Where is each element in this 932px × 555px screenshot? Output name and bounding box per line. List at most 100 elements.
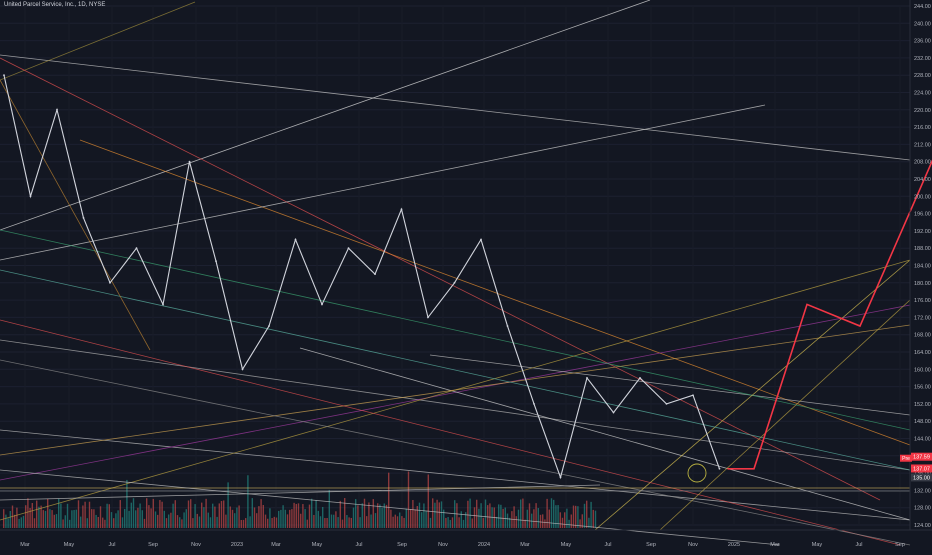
volume-bar — [544, 519, 545, 528]
volume-bar — [472, 518, 473, 528]
volume-bar — [293, 503, 294, 528]
volume-bar — [566, 509, 567, 528]
price-point — [666, 403, 668, 405]
volume-bar — [485, 500, 486, 528]
volume-bar — [84, 502, 85, 528]
price-point — [348, 247, 350, 249]
volume-bar — [135, 510, 136, 528]
volume-bar — [498, 504, 499, 528]
volume-bar — [128, 511, 129, 528]
price-point — [427, 317, 429, 319]
volume-bar — [344, 498, 345, 528]
price-point — [374, 273, 376, 275]
volume-bar — [166, 518, 167, 528]
price-point — [586, 377, 588, 379]
volume-bar — [197, 514, 198, 528]
volume-bar — [546, 499, 547, 528]
volume-bar — [467, 501, 468, 528]
time-tick-label: Jul — [355, 542, 362, 548]
volume-bar — [571, 515, 572, 528]
volume-bar — [43, 510, 44, 528]
volume-bar — [113, 518, 114, 528]
volume-bar — [432, 498, 433, 528]
volume-bar — [395, 515, 396, 528]
time-tick-label: Nov — [191, 542, 201, 548]
volume-bar — [331, 515, 332, 528]
volume-bar — [478, 509, 479, 528]
volume-bar — [60, 504, 61, 528]
volume-bar — [282, 505, 283, 528]
volume-bar — [238, 505, 239, 528]
volume-bar — [269, 508, 270, 528]
volume-bar — [362, 503, 363, 528]
volume-bar — [414, 509, 415, 528]
price-point — [30, 195, 32, 197]
volume-bar — [280, 510, 281, 528]
volume-bar — [133, 498, 134, 528]
volume-bar — [408, 472, 409, 528]
volume-bar — [36, 501, 37, 528]
time-tick-label: Sep — [397, 542, 407, 548]
price-tick-label: 216.00 — [914, 125, 931, 131]
volume-bar — [461, 511, 462, 528]
volume-bar — [170, 513, 171, 528]
volume-bar — [16, 508, 17, 528]
time-tick-label: Mar — [271, 542, 281, 548]
volume-bar — [401, 516, 402, 528]
time-tick-label: Mar — [20, 542, 30, 548]
level-price-label: 135.00 — [913, 475, 930, 481]
volume-bar — [496, 517, 497, 528]
volume-bar — [223, 500, 224, 528]
volume-bar — [177, 515, 178, 528]
volume-bar — [7, 518, 8, 528]
volume-bar — [584, 504, 585, 528]
volume-bar — [95, 515, 96, 528]
price-tick-label: 192.00 — [914, 229, 931, 235]
symbol-title: United Parcel Service, Inc., 1D, NYSE — [4, 2, 105, 8]
volume-bar — [489, 503, 490, 528]
price-tick-label: 160.00 — [914, 367, 931, 373]
volume-bar — [199, 516, 200, 528]
price-point — [533, 403, 535, 405]
volume-bar — [406, 509, 407, 528]
pre-price-label: 137.59 — [913, 455, 930, 461]
price-tick-label: 168.00 — [914, 333, 931, 339]
volume-bar — [274, 517, 275, 528]
volume-bar — [168, 514, 169, 528]
volume-bar — [586, 501, 587, 528]
volume-bar — [153, 499, 154, 528]
volume-bar — [296, 504, 297, 528]
volume-bar — [368, 502, 369, 528]
price-tick-label: 144.00 — [914, 437, 931, 443]
volume-bar — [38, 507, 39, 528]
volume-bar — [144, 519, 145, 528]
volume-bar — [324, 518, 325, 528]
volume-bar — [93, 509, 94, 528]
last-price-label: 137.07 — [913, 466, 930, 472]
volume-bar — [76, 510, 77, 528]
volume-bar — [340, 501, 341, 528]
time-tick-label: 2025 — [728, 542, 740, 548]
volume-bar — [56, 514, 57, 528]
volume-bar — [221, 501, 222, 528]
volume-bar — [23, 516, 24, 528]
volume-bar — [276, 518, 277, 528]
price-point — [401, 208, 403, 210]
volume-bar — [120, 500, 121, 528]
volume-bar — [172, 504, 173, 528]
volume-bar — [47, 499, 48, 528]
volume-bar — [309, 505, 310, 528]
volume-bar — [370, 515, 371, 528]
volume-bar — [137, 508, 138, 528]
volume-bar — [425, 511, 426, 528]
volume-bar — [98, 517, 99, 528]
volume-bar — [573, 506, 574, 528]
volume-bar — [49, 509, 50, 528]
price-tick-label: 224.00 — [914, 91, 931, 97]
volume-bar — [329, 490, 330, 528]
price-tick-label: 244.00 — [914, 4, 931, 10]
volume-bar — [474, 507, 475, 528]
volume-bar — [183, 512, 184, 528]
